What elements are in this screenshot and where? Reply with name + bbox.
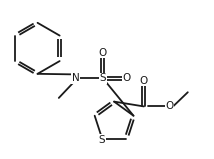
- Text: O: O: [165, 101, 174, 111]
- Text: S: S: [99, 135, 106, 145]
- Text: O: O: [123, 73, 131, 83]
- Text: O: O: [140, 76, 148, 86]
- Text: N: N: [72, 73, 80, 83]
- Text: O: O: [99, 48, 107, 58]
- Text: S: S: [100, 73, 106, 83]
